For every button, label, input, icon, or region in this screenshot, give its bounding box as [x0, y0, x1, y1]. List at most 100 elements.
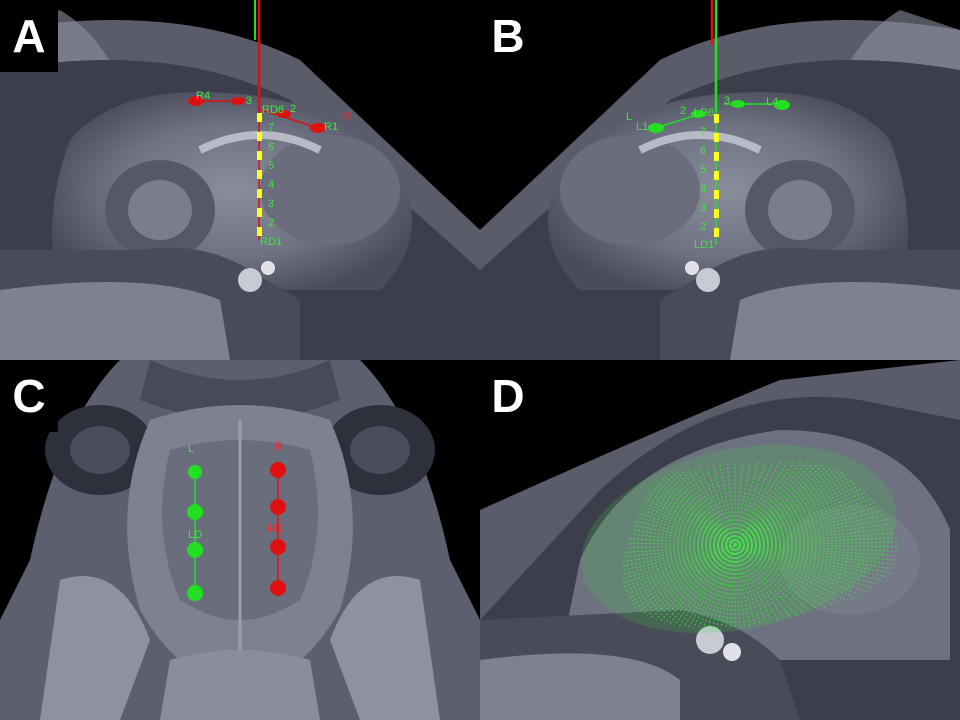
- fiber-line: [734, 537, 897, 546]
- fiber-line: [664, 544, 736, 624]
- fiber-line: [686, 468, 736, 546]
- fiber-line: [734, 474, 847, 546]
- panel-b: LD8 7 6 5 4 3 2 LD1 2 3 L4 L L1 B: [480, 0, 960, 360]
- fiber-line: [734, 481, 857, 546]
- fiber-line: [651, 544, 736, 618]
- track-label: 3: [700, 202, 706, 214]
- fiber-line: [734, 514, 885, 546]
- track-label: 3: [268, 198, 274, 210]
- branch-label: L4: [766, 96, 778, 108]
- left-label: L: [188, 443, 194, 455]
- fiber-line: [734, 471, 844, 546]
- track-label: 2: [268, 217, 274, 229]
- fiber-line: [734, 544, 805, 615]
- fiber-line: [629, 538, 736, 546]
- panel-c: L LD R RD C: [0, 360, 480, 720]
- panel-letter: C: [0, 360, 58, 432]
- fiber-line: [734, 541, 898, 546]
- fiber-line: [734, 470, 840, 546]
- right-deep-label: RD: [267, 523, 283, 535]
- track-label: RD1: [260, 236, 282, 248]
- fiber-line: [621, 544, 736, 576]
- red-branch: [188, 96, 326, 133]
- fiber-line: [729, 544, 736, 628]
- fiber-line: [636, 544, 736, 609]
- fiber-line: [734, 487, 863, 546]
- fiber-line: [734, 544, 883, 582]
- fiber-line: [734, 532, 895, 546]
- branch-label: 2: [680, 105, 686, 117]
- fiber-line: [639, 544, 736, 612]
- fiber-line: [658, 479, 736, 546]
- branch-label: L: [626, 111, 632, 123]
- branch-label: R4: [196, 90, 210, 102]
- fiber-line: [707, 544, 736, 629]
- electrode-track: [257, 113, 262, 236]
- fiber-line: [697, 544, 736, 629]
- panel-d: D: [480, 360, 960, 720]
- fiber-line: [659, 544, 736, 622]
- fiber-line: [668, 474, 736, 546]
- fiber-line: [734, 519, 888, 546]
- fiber-line: [734, 461, 789, 546]
- panel-letter: D: [480, 360, 536, 432]
- fiber-line: [734, 544, 756, 625]
- fiber-line: [734, 510, 882, 546]
- fiber-line: [734, 468, 837, 546]
- fiber-line: [734, 491, 866, 546]
- fiber-line: [734, 502, 876, 546]
- fiber-line: [673, 544, 736, 626]
- fiber-line: [643, 501, 736, 546]
- fiber-line: [639, 512, 736, 546]
- fiber-line: [734, 466, 833, 546]
- fiber-line: [734, 461, 767, 546]
- branch-label: 3: [724, 95, 730, 107]
- fiber-line: [734, 484, 860, 546]
- fiber-line: [734, 498, 873, 546]
- fiber-line: [621, 544, 736, 571]
- fiber-line: [711, 544, 736, 629]
- fiber-line: [734, 463, 819, 546]
- fiber-line: [719, 464, 736, 546]
- mri-axial: L LD R RD: [0, 360, 480, 720]
- fiber-line: [726, 463, 736, 546]
- track-label: 4: [700, 183, 706, 195]
- fiber-line: [635, 520, 736, 546]
- fiber-line: [649, 489, 736, 546]
- fiber-line: [678, 544, 736, 627]
- track-label: RD8: [262, 104, 284, 116]
- green-branch: [648, 100, 790, 133]
- track-label: 4: [268, 179, 274, 191]
- track-label: 7: [268, 122, 274, 134]
- fiber-line: [734, 544, 878, 585]
- fiber-line: [734, 544, 791, 618]
- fiber-line: [734, 544, 746, 626]
- branch-label: R1: [324, 121, 338, 133]
- fiber-line: [646, 544, 736, 616]
- fiber-line: [669, 544, 736, 625]
- fiber-line: [725, 544, 736, 628]
- track-label: LD8: [694, 107, 714, 119]
- fiber-line: [734, 461, 774, 546]
- track-label: 7: [700, 126, 706, 138]
- fiber-line: [734, 544, 867, 592]
- fiber-line: [642, 505, 736, 546]
- fiber-line: [734, 478, 854, 546]
- fiber-line: [661, 477, 736, 546]
- fiber-line: [734, 544, 847, 601]
- fiber-line: [646, 495, 736, 546]
- left-electrode-markers: [187, 465, 203, 601]
- fiber-line: [734, 544, 893, 570]
- track-label: 6: [268, 141, 274, 153]
- fiber-line: [734, 544, 899, 548]
- track-label: 2: [700, 221, 706, 233]
- mri-sagittal-left: LD8 7 6 5 4 3 2 LD1 2 3 L4 L L1: [480, 0, 960, 360]
- fiber-line: [734, 462, 744, 546]
- fiber-line: [734, 544, 819, 611]
- fiber-line: [734, 544, 812, 613]
- fiber-line: [734, 544, 750, 626]
- fiber-line: [734, 462, 813, 546]
- branch-label: R: [342, 111, 350, 123]
- branch-label: 2: [290, 103, 296, 115]
- fiber-line: [702, 544, 736, 629]
